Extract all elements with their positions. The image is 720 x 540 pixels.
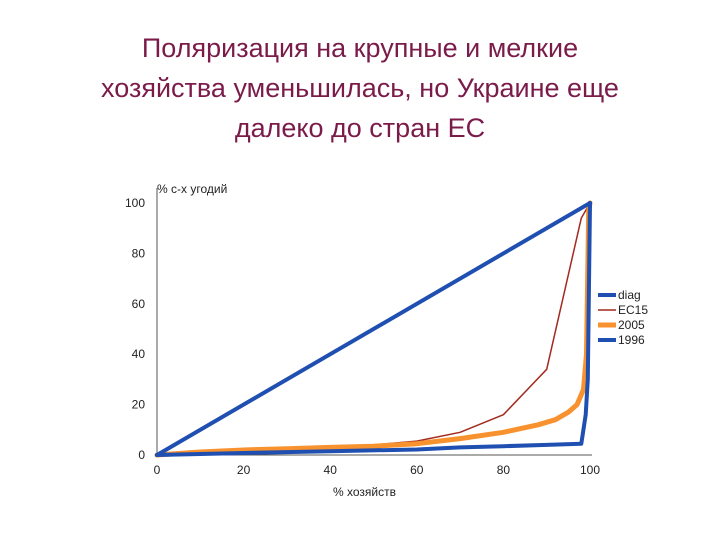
y-axis-label: % с-х угодий: [157, 182, 227, 196]
title-line-3: далеко до стран ЕС: [234, 113, 486, 143]
y-tick-label: 100: [125, 196, 145, 210]
x-tick-label: 80: [497, 463, 511, 477]
legend-label: diag: [618, 288, 641, 302]
x-tick-label: 20: [237, 463, 251, 477]
series-line-diag: [155, 201, 592, 457]
y-tick-label: 60: [132, 297, 146, 311]
chart-series: [154, 200, 593, 458]
chart-ticks: 0 20 40 60 80 100 0 20 40 60 80 100: [125, 196, 600, 477]
y-tick-label: 20: [132, 398, 146, 412]
series-line-2005: [154, 200, 593, 458]
x-tick-label: 100: [580, 463, 600, 477]
title-line-1: Поляризация на крупные и мелкие: [141, 33, 579, 63]
legend-label: 2005: [618, 318, 645, 332]
legend-label: ЕС15: [618, 303, 648, 317]
y-tick-label: 40: [132, 347, 146, 361]
slide-title: Поляризация на крупные и мелкие хозяйств…: [20, 28, 700, 148]
title-line-2: хозяйства уменьшилась, но Украине еще: [101, 73, 619, 103]
series-line-1996: [155, 201, 592, 457]
x-tick-label: 0: [154, 463, 161, 477]
y-tick-label: 0: [138, 448, 145, 462]
x-axis-label: % хозяйств: [333, 485, 396, 499]
x-tick-label: 40: [324, 463, 338, 477]
y-tick-label: 80: [132, 246, 146, 260]
legend-label: 1996: [618, 333, 645, 347]
x-tick-label: 60: [410, 463, 424, 477]
